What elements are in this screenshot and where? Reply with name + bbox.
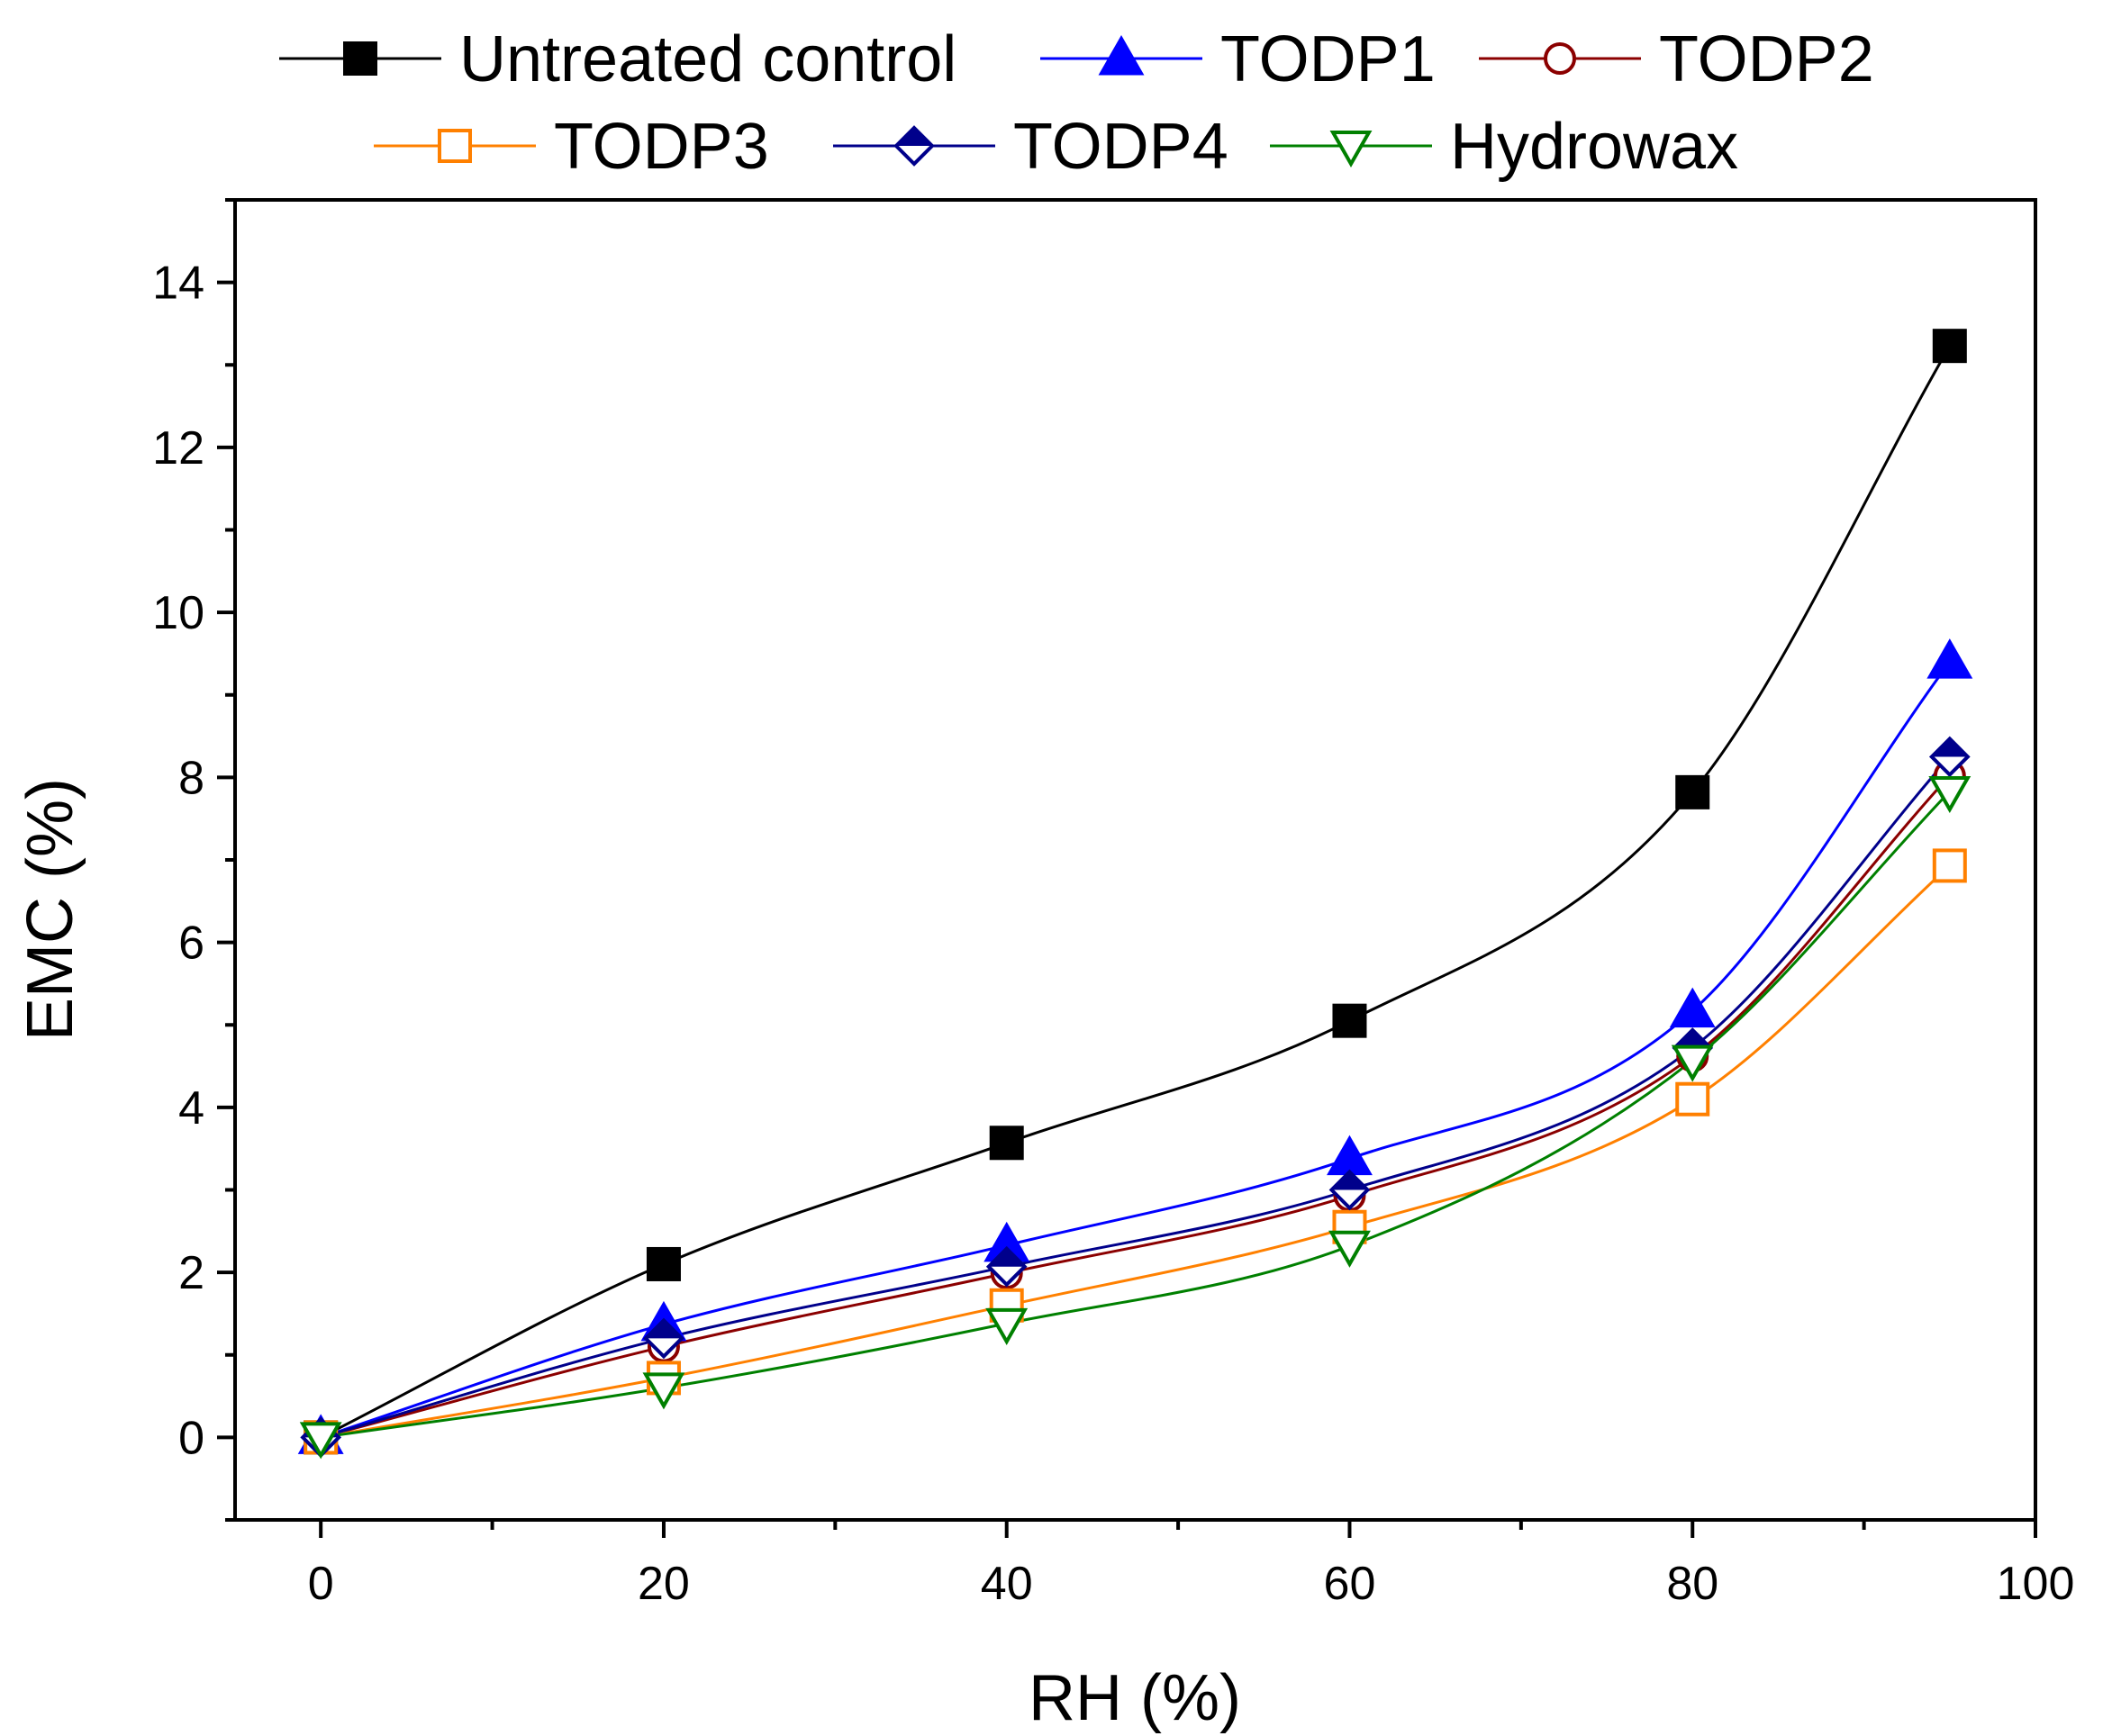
marker-outline — [1928, 736, 1971, 778]
marker-outline — [643, 1317, 684, 1360]
legend-item: TODP4 — [833, 111, 1228, 183]
data-point — [1926, 638, 1973, 679]
marker-fill — [645, 1320, 682, 1339]
data-point — [1671, 1044, 1714, 1082]
data-point — [642, 1372, 685, 1410]
data-point — [1327, 1135, 1373, 1176]
markers-todp4 — [300, 736, 1971, 1459]
legend-label: TODP2 — [1659, 23, 1874, 95]
y-axis-title: EMC (%) — [14, 778, 86, 1041]
marker-outline — [1328, 1169, 1371, 1211]
data-point — [989, 1126, 1024, 1161]
legend-item: TODP2 — [1479, 23, 1874, 95]
marker-fill — [1331, 1171, 1368, 1190]
data-point — [985, 1245, 1028, 1288]
legend-marker — [893, 125, 935, 167]
legend-marker — [343, 41, 377, 76]
data-point — [299, 1422, 342, 1460]
x-tick-label: 80 — [1666, 1558, 1718, 1610]
series-line — [320, 864, 1951, 1439]
series-hydrowax — [320, 790, 1951, 1439]
data-point — [985, 1307, 1029, 1345]
legend-item: TODP1 — [1040, 23, 1436, 95]
marker-outline — [985, 1245, 1028, 1288]
markers-todp3 — [304, 848, 1967, 1455]
legend-label: Untreated control — [459, 23, 956, 95]
data-point — [1932, 329, 1967, 364]
data-point — [646, 1246, 681, 1281]
series-line — [320, 345, 1952, 1439]
legend-label: TODP3 — [554, 111, 769, 183]
series-layer — [297, 329, 1973, 1460]
data-point — [1328, 1230, 1371, 1268]
y-tick-label: 6 — [178, 918, 204, 970]
data-point — [1928, 736, 1971, 778]
series-todp4 — [320, 755, 1951, 1439]
x-tick-label: 20 — [638, 1558, 690, 1610]
legend-item: Hydrowax — [1270, 111, 1738, 183]
series-todp3 — [320, 864, 1951, 1439]
y-tick-label: 14 — [152, 258, 204, 310]
markers-todp1 — [297, 638, 1973, 1454]
legend: Untreated control TODP1 TODP2 TODP3 TODP4 Hyd… — [279, 23, 1874, 183]
x-tick-label: 100 — [1997, 1558, 2075, 1610]
x-tick-label: 60 — [1324, 1558, 1376, 1610]
legend-marker — [1544, 42, 1576, 75]
marker-fill — [1674, 1029, 1711, 1048]
y-tick-label: 4 — [178, 1082, 204, 1135]
x-axis-title: RH (%) — [1029, 1662, 1241, 1734]
data-point — [1332, 1003, 1367, 1038]
markers-hydrowax — [299, 775, 1972, 1460]
data-point — [1928, 775, 1972, 813]
y-tick-label: 0 — [178, 1412, 204, 1464]
series-line — [320, 661, 1952, 1439]
legend-marker — [1098, 34, 1145, 76]
y-tick-label: 2 — [178, 1247, 204, 1299]
legend-marker — [1329, 131, 1373, 168]
data-point — [1328, 1169, 1371, 1211]
legend-marker — [438, 129, 472, 163]
y-tick-label: 8 — [178, 752, 204, 804]
plot-frame — [233, 198, 2037, 1522]
marker-outline — [893, 125, 935, 167]
data-point — [1675, 774, 1710, 809]
x-tick-label: 0 — [308, 1558, 334, 1610]
data-point — [1932, 848, 1967, 883]
legend-item: Untreated control — [279, 23, 956, 95]
legend-item: TODP3 — [374, 111, 769, 183]
data-point — [1669, 987, 1716, 1028]
data-point — [1675, 1081, 1710, 1117]
markers-untreated-control — [304, 329, 1967, 1455]
marker-fill — [1931, 738, 1968, 757]
y-tick-label: 10 — [152, 587, 204, 639]
series-line — [320, 790, 1951, 1439]
series-line — [320, 755, 1951, 1439]
y-tick-label: 12 — [152, 422, 204, 475]
legend-label: Hydrowax — [1450, 111, 1738, 183]
legend-label: TODP1 — [1220, 23, 1436, 95]
legend-label: TODP4 — [1013, 111, 1228, 183]
axes: 0 20 40 60 80 100 0 2 4 6 8 10 12 14 — [152, 198, 2075, 1610]
marker-fill — [988, 1248, 1025, 1267]
series-untreated-control — [320, 345, 1952, 1439]
series-line — [320, 774, 1951, 1439]
data-point — [643, 1317, 684, 1360]
series-todp1 — [320, 661, 1952, 1439]
series-todp2 — [320, 774, 1951, 1439]
markers-todp2 — [304, 759, 1966, 1454]
x-tick-label: 40 — [981, 1558, 1033, 1610]
marker-fill — [896, 128, 932, 146]
